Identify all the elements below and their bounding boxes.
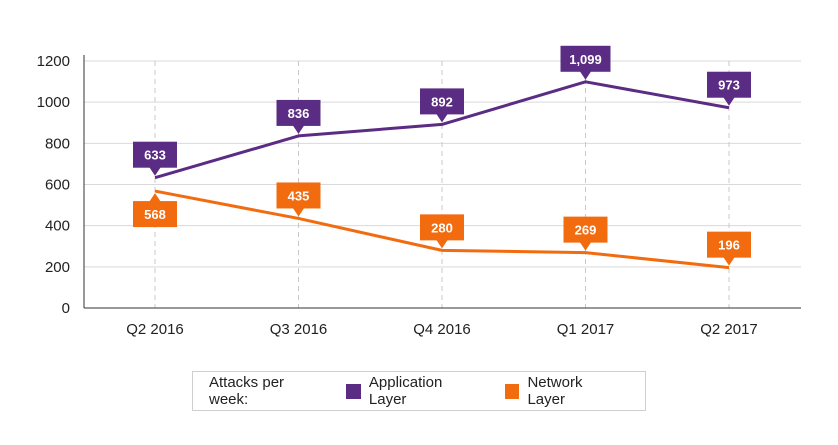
legend-label-application-layer: Application Layer (368, 374, 443, 408)
series-lines (154, 80, 730, 270)
legend-title: Attacks per week: (209, 374, 285, 408)
data-labels: 633 836 892 1,099 973 568 435 280 269 196 (133, 45, 751, 266)
data-label-application-layer: 836 (276, 99, 321, 134)
x-tick-label: Q2 2017 (700, 321, 758, 338)
series-line-network-layer (154, 189, 730, 270)
data-label-network-layer: 269 (563, 216, 608, 251)
svg-text:892: 892 (431, 94, 453, 109)
legend-label-network-layer: Network Layer (527, 374, 583, 408)
svg-text:1,099: 1,099 (569, 52, 602, 67)
y-tick-label: 200 (45, 259, 70, 276)
x-tick-label: Q3 2016 (270, 321, 328, 338)
svg-text:633: 633 (144, 148, 166, 163)
svg-text:196: 196 (718, 238, 740, 253)
svg-text:836: 836 (288, 106, 310, 121)
legend-item-application-layer: Application Layer (346, 374, 483, 408)
x-tick-label: Q4 2016 (413, 321, 471, 338)
data-label-application-layer: 892 (420, 88, 464, 123)
data-label-application-layer: 633 (133, 141, 177, 176)
data-label-application-layer: 1,099 (560, 45, 611, 80)
y-tick-label: 600 (45, 177, 70, 194)
y-tick-label: 1200 (37, 53, 70, 70)
y-tick-label: 1000 (37, 94, 70, 111)
x-tick-label: Q1 2017 (557, 321, 615, 338)
legend-swatch-network-layer (504, 383, 520, 399)
data-label-network-layer: 280 (420, 214, 464, 249)
data-label-network-layer: 196 (707, 231, 751, 266)
svg-text:973: 973 (718, 78, 740, 93)
svg-text:435: 435 (288, 188, 310, 203)
data-label-network-layer: 568 (133, 193, 177, 228)
legend-swatch-application-layer (346, 383, 361, 399)
axes: 0 200 400 600 800 1000 1200 Q2 2016 Q3 2016 Q4 20… (37, 53, 801, 338)
data-label-application-layer: 973 (707, 71, 751, 106)
svg-text:568: 568 (144, 207, 166, 222)
x-tick-label: Q2 2016 (126, 321, 184, 338)
y-tick-label: 0 (62, 300, 70, 317)
y-tick-label: 400 (45, 218, 70, 235)
svg-text:280: 280 (431, 220, 453, 235)
legend-item-network-layer: Network Layer (504, 374, 623, 408)
legend: Attacks per week: Application Layer Netw… (192, 371, 646, 411)
svg-text:269: 269 (575, 223, 597, 238)
y-tick-label: 800 (45, 135, 70, 152)
series-line-application-layer (154, 80, 730, 180)
data-label-network-layer: 435 (276, 182, 321, 217)
